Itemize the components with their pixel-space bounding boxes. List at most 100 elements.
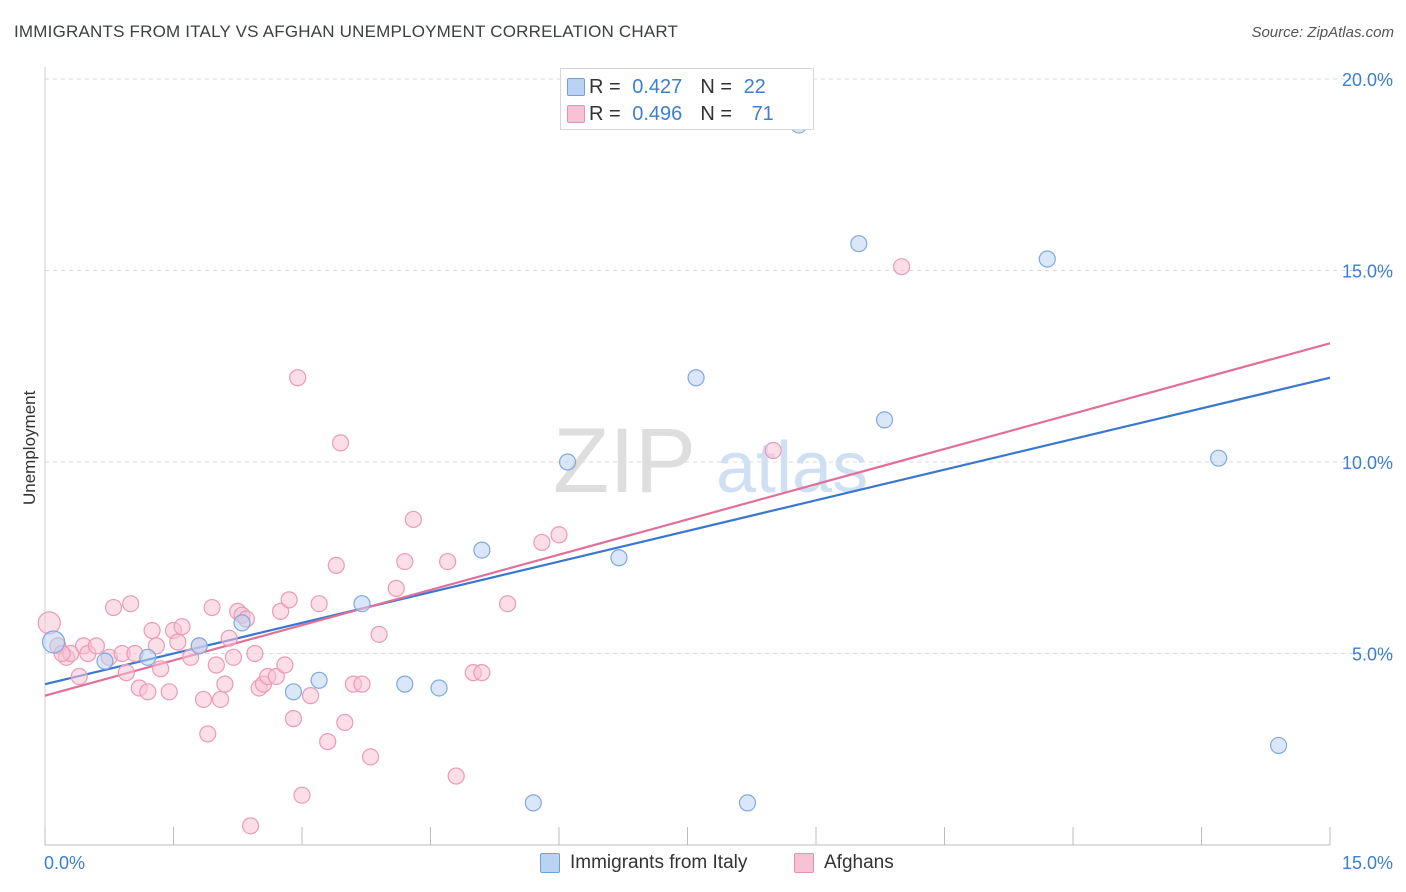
point-afghans xyxy=(280,591,298,609)
point-italy xyxy=(396,675,414,693)
y-tick-label: 10.0% xyxy=(1342,453,1393,473)
x-tick-label-min: 0.0% xyxy=(44,853,85,873)
point-afghans xyxy=(182,648,200,666)
legend-n-value-afghans: 71 xyxy=(751,102,774,125)
point-afghans xyxy=(353,675,371,693)
point-afghans xyxy=(327,556,345,575)
point-italy xyxy=(353,595,371,613)
point-italy xyxy=(430,679,448,697)
bottom-legend-afghans: Afghans xyxy=(794,852,894,874)
watermark: ZIP atlas xyxy=(553,410,868,512)
point-afghans xyxy=(893,258,911,276)
point-italy xyxy=(524,794,542,812)
axes xyxy=(44,67,1331,846)
point-afghans xyxy=(220,629,238,647)
point-afghans xyxy=(447,767,465,785)
point-afghans xyxy=(139,683,157,701)
point-italy xyxy=(1269,736,1288,755)
point-afghans xyxy=(293,786,311,804)
point-afghans xyxy=(242,817,260,835)
point-afghans xyxy=(764,441,782,460)
point-afghans xyxy=(473,664,491,682)
point-afghans xyxy=(331,434,350,452)
point-afghans xyxy=(173,618,191,636)
source-credit: Source: ZipAtlas.com xyxy=(1251,24,1394,41)
point-afghans xyxy=(319,732,337,751)
point-afghans xyxy=(224,648,243,666)
trend-lines xyxy=(44,342,1331,697)
point-afghans xyxy=(361,748,380,766)
point-afghans xyxy=(267,667,285,686)
point-italy xyxy=(875,411,894,429)
point-italy xyxy=(473,541,491,559)
point-italy xyxy=(1210,449,1228,467)
chart-title: IMMIGRANTS FROM ITALY VS AFGHAN UNEMPLOY… xyxy=(14,22,679,41)
y-tick-label: 5.0% xyxy=(1352,645,1393,665)
point-italy xyxy=(233,614,251,632)
bottom-legend-italy: Immigrants from Italy xyxy=(540,852,747,874)
watermark-zip: ZIP xyxy=(553,410,696,512)
point-afghans xyxy=(207,656,225,674)
point-afghans xyxy=(37,611,61,635)
point-italy xyxy=(610,549,628,567)
legend-row-italy: R = 0.427 N = 22 xyxy=(567,73,766,101)
point-afghans xyxy=(301,687,320,705)
trend-line-italy xyxy=(44,376,1331,686)
bottom-legend-label-afghans: Afghans xyxy=(824,852,894,873)
legend-n-label-afghans: N = xyxy=(700,102,738,125)
point-afghans xyxy=(122,595,140,613)
correlation-legend: R = 0.427 N = 22 R = 0.496 N = 71 xyxy=(560,68,814,130)
point-afghans xyxy=(87,637,106,655)
point-italy xyxy=(190,637,208,655)
point-afghans xyxy=(404,510,422,529)
point-afghans xyxy=(370,625,388,643)
point-afghans xyxy=(143,621,161,640)
point-afghans xyxy=(246,644,264,663)
point-italy xyxy=(738,794,757,812)
point-afghans xyxy=(216,675,234,693)
legend-n-value-italy: 22 xyxy=(743,75,766,98)
point-italy xyxy=(687,369,705,387)
point-afghans xyxy=(387,579,405,597)
legend-n-label-italy: N = xyxy=(700,75,738,98)
y-tick-labels: 5.0% 10.0% 15.0% 20.0% xyxy=(1342,70,1393,665)
point-italy xyxy=(41,630,66,654)
point-afghans xyxy=(550,526,568,544)
point-afghans xyxy=(276,656,294,674)
legend-r-label-italy: R = xyxy=(589,75,627,98)
point-italy xyxy=(96,652,114,670)
grid-lines xyxy=(45,78,1393,654)
point-afghans xyxy=(152,660,170,678)
point-afghans xyxy=(271,602,290,620)
point-afghans xyxy=(117,664,135,682)
bottom-legend-label-italy: Immigrants from Italy xyxy=(570,852,748,873)
legend-row-afghans: R = 0.496 N = 71 xyxy=(567,100,774,128)
point-afghans xyxy=(212,690,230,709)
point-italy xyxy=(1038,250,1056,268)
x-tick-labels: 0.0% 15.0% xyxy=(44,853,1393,873)
y-axis-label: Unemployment xyxy=(20,390,39,505)
point-afghans xyxy=(533,533,551,552)
y-tick-label: 20.0% xyxy=(1342,70,1393,90)
legend-r-value-afghans: 0.496 xyxy=(632,102,683,125)
legend-swatch-italy xyxy=(567,78,585,96)
point-italy xyxy=(310,671,328,689)
watermark-atlas: atlas xyxy=(716,428,868,508)
x-tick-label-max: 15.0% xyxy=(1342,853,1393,873)
legend-r-label-afghans: R = xyxy=(589,102,627,125)
point-afghans xyxy=(336,713,354,732)
legend-swatch-afghans xyxy=(567,105,585,123)
legend-r-value-italy: 0.427 xyxy=(632,75,683,98)
point-afghans xyxy=(284,710,303,728)
bottom-legend-swatch-italy xyxy=(540,853,560,873)
point-afghans xyxy=(160,683,178,701)
point-afghans xyxy=(499,595,517,613)
point-afghans xyxy=(199,725,217,743)
point-afghans xyxy=(289,369,307,387)
point-afghans xyxy=(169,633,187,651)
point-afghans xyxy=(310,595,328,613)
bottom-legend-swatch-afghans xyxy=(794,853,814,873)
point-afghans xyxy=(203,598,221,617)
data-points xyxy=(37,116,1288,835)
